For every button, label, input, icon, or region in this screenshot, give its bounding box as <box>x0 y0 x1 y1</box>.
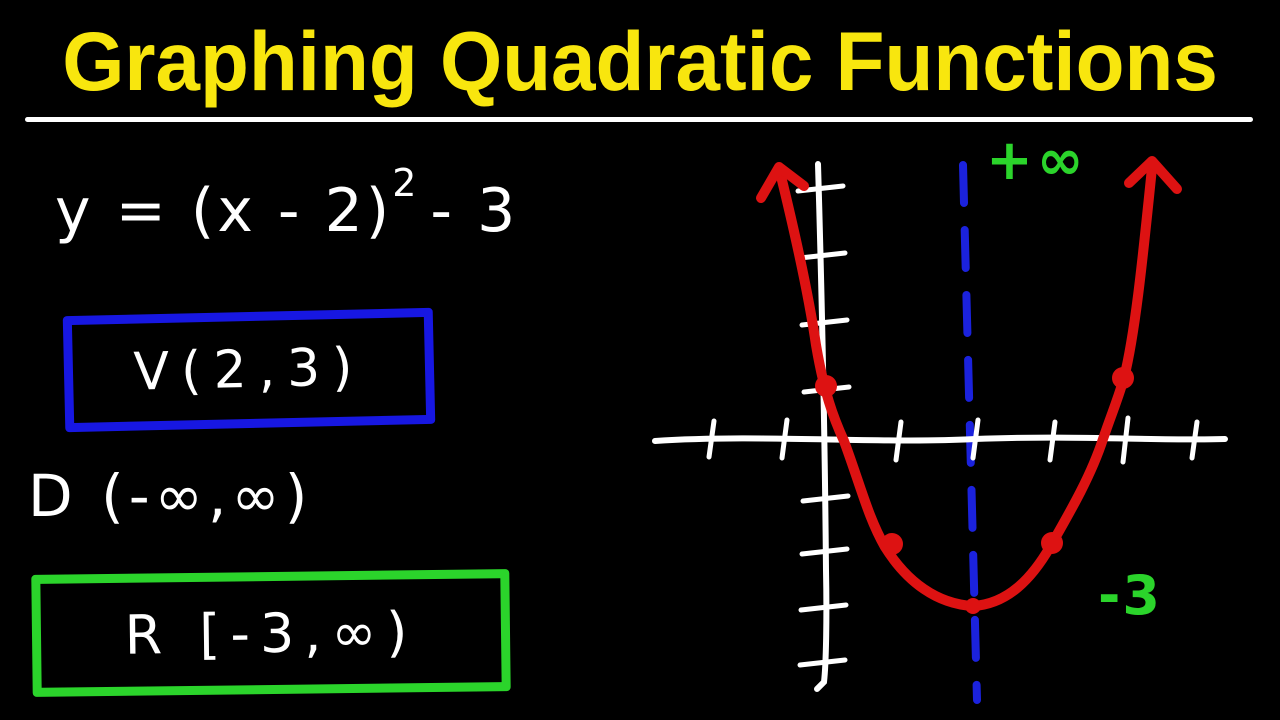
x-tick <box>970 417 981 461</box>
vertex-label: V(2,3) <box>132 337 366 403</box>
plus-infinity-label: +∞ <box>986 128 1088 193</box>
y-tick <box>797 250 848 261</box>
minimum-value-label: -3 <box>1098 564 1162 627</box>
equation-tail: - 3 <box>430 176 519 246</box>
domain-label: D (-∞,∞) <box>28 462 313 530</box>
y-axis <box>814 161 830 692</box>
y-tick <box>797 657 848 668</box>
x-axis <box>652 434 1228 444</box>
x-tick <box>1047 419 1058 463</box>
equation: y = (x - 2)2 - 3 <box>55 161 519 246</box>
equation-base: y = (x - 2) <box>55 176 393 246</box>
parabola-graph <box>652 156 1228 704</box>
axis-of-symmetry-line <box>959 161 981 704</box>
x-tick <box>893 419 904 463</box>
point-left <box>881 533 903 555</box>
x-axis-ticks <box>706 415 1200 465</box>
y-tick <box>799 546 850 557</box>
x-tick <box>779 417 790 461</box>
page-title: Graphing Quadratic Functions <box>62 15 1218 108</box>
x-tick <box>706 418 717 460</box>
arrow-up-right-icon <box>1124 156 1182 194</box>
range-label: R [-3,∞) <box>124 599 418 667</box>
x-tick <box>1189 419 1200 461</box>
y-tick <box>800 493 851 504</box>
range-box: R [-3,∞) <box>31 569 511 697</box>
equation-exponent: 2 <box>392 161 417 205</box>
y-tick <box>798 602 849 613</box>
vertex-box: V(2,3) <box>62 307 436 433</box>
arrow-up-left-icon <box>756 162 809 203</box>
point-right <box>1041 532 1063 554</box>
point-right-upper <box>1112 367 1134 389</box>
point-vertex <box>965 598 981 614</box>
y-axis-ticks <box>795 183 852 668</box>
x-tick <box>1120 415 1131 465</box>
point-y-intercept <box>815 375 837 397</box>
title-underline <box>25 117 1253 122</box>
